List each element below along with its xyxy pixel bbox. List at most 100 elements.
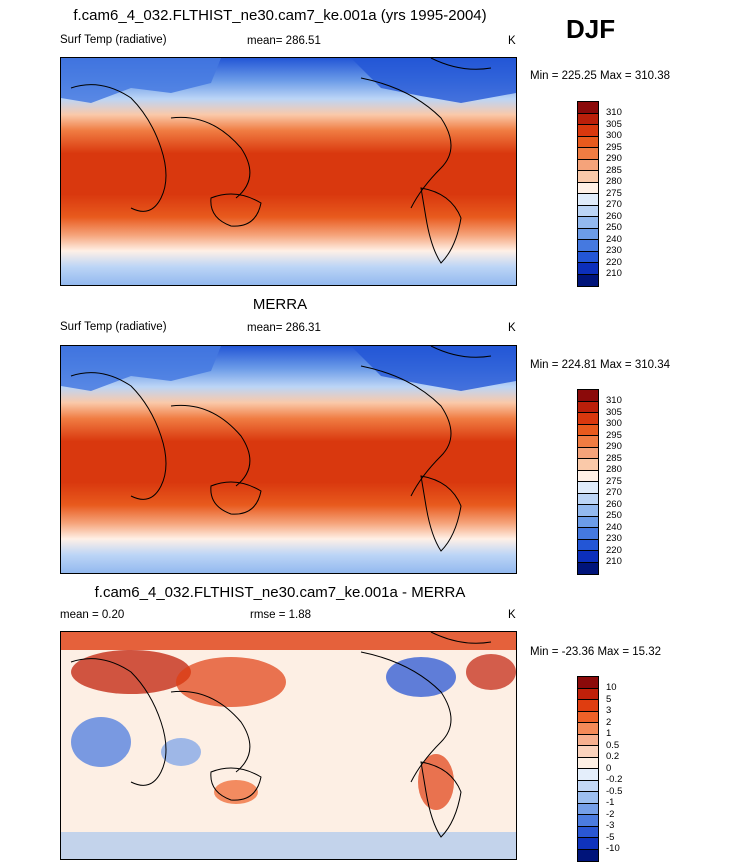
colorbar-tick-label: 230 <box>606 245 622 256</box>
colorbar-tick-label: 260 <box>606 210 622 222</box>
colorbar-swatch <box>578 125 598 137</box>
panel1-title: f.cam6_4_032.FLTHIST_ne30.cam7_ke.001a (… <box>73 7 487 24</box>
colorbar-tick-label: 295 <box>606 141 622 153</box>
colorbar-swatch <box>578 436 598 448</box>
colorbar-swatch <box>578 182 598 194</box>
colorbar-swatch <box>578 815 598 827</box>
colorbar-swatch <box>578 113 598 125</box>
colorbar-tick-label: 0 <box>606 762 612 774</box>
colorbar-swatch <box>578 413 598 425</box>
panel1-minmax: Min = 225.25 Max = 310.38 <box>530 70 671 82</box>
colorbar-swatch <box>578 539 598 551</box>
colorbar-swatch <box>578 838 598 850</box>
colorbar-tick-label: 250 <box>606 222 622 233</box>
colorbar-swatch <box>578 505 598 517</box>
colorbar-swatch <box>578 849 598 861</box>
colorbar-swatch <box>578 551 598 563</box>
colorbar-tick-label: 3 <box>606 705 612 716</box>
colorbar-swatch <box>578 792 598 804</box>
colorbar-swatch <box>578 757 598 769</box>
panel2-mean-label: mean= 286.31 <box>247 322 321 334</box>
panel1-variable-label: Surf Temp (radiative) <box>60 34 167 46</box>
colorbar-tick-label: 275 <box>606 187 622 199</box>
colorbar-tick-label: 280 <box>606 176 622 187</box>
colorbar-swatch <box>578 688 598 700</box>
panel2-colorbar <box>577 389 599 575</box>
panel1-map-field <box>61 58 516 285</box>
panel3-colorbar <box>577 676 599 862</box>
colorbar-swatch <box>578 769 598 781</box>
colorbar-tick-label: 300 <box>606 418 622 429</box>
colorbar-tick-label: 0.2 <box>606 751 620 762</box>
colorbar-swatch <box>578 562 598 574</box>
colorbar-swatch <box>578 136 598 148</box>
colorbar-swatch <box>578 401 598 413</box>
colorbar-swatch <box>578 700 598 712</box>
colorbar-tick-label: 305 <box>606 118 622 130</box>
panel1-colorbar <box>577 101 599 287</box>
colorbar-swatch <box>578 516 598 528</box>
colorbar-swatch <box>578 528 598 540</box>
panel3-rmse-label: rmse = 1.88 <box>250 609 312 621</box>
colorbar-swatch <box>578 228 598 240</box>
colorbar-tick-label: 285 <box>606 452 622 464</box>
colorbar-tick-label: -0.5 <box>606 785 623 797</box>
colorbar-swatch <box>578 459 598 471</box>
colorbar-swatch <box>578 677 598 689</box>
colorbar-tick-label: 275 <box>606 475 622 487</box>
panel1-mean-label: mean= 286.51 <box>247 35 321 47</box>
colorbar-tick-label: 280 <box>606 464 622 475</box>
panel3-units-label: K <box>508 609 516 621</box>
colorbar-tick-label: 290 <box>606 153 622 164</box>
colorbar-tick-label: -0.2 <box>606 774 623 785</box>
panel1-map <box>60 57 517 286</box>
colorbar-tick-label: 220 <box>606 256 622 268</box>
panel2-title: MERRA <box>252 296 308 313</box>
colorbar-swatch <box>578 493 598 505</box>
colorbar-swatch <box>578 102 598 114</box>
panel3-minmax: Min = -23.36 Max = 15.32 <box>530 646 662 658</box>
panel3-title: f.cam6_4_032.FLTHIST_ne30.cam7_ke.001a -… <box>94 584 466 601</box>
season-label: DJF <box>566 14 616 44</box>
colorbar-swatch <box>578 780 598 792</box>
colorbar-swatch <box>578 734 598 746</box>
panel2-units-label: K <box>508 322 516 334</box>
panel2-map <box>60 345 517 574</box>
colorbar-tick-label: 305 <box>606 406 622 418</box>
panel2-variable-label: Surf Temp (radiative) <box>60 321 167 333</box>
colorbar-swatch <box>578 723 598 735</box>
colorbar-tick-label: 10 <box>606 682 617 693</box>
colorbar-swatch <box>578 482 598 494</box>
panel3-mean-label: mean = 0.20 <box>60 609 125 621</box>
colorbar-swatch <box>578 171 598 183</box>
colorbar-tick-label: 270 <box>606 199 622 210</box>
colorbar-swatch <box>578 447 598 459</box>
panel3-map <box>60 631 517 860</box>
colorbar-swatch <box>578 390 598 402</box>
colorbar-tick-label: 270 <box>606 487 622 498</box>
colorbar-swatch <box>578 711 598 723</box>
panel2-minmax: Min = 224.81 Max = 310.34 <box>530 359 671 371</box>
colorbar-swatch <box>578 159 598 171</box>
colorbar-swatch <box>578 194 598 206</box>
colorbar-swatch <box>578 826 598 838</box>
colorbar-tick-label: 1 <box>606 728 612 739</box>
colorbar-tick-label: 300 <box>606 130 622 141</box>
colorbar-tick-label: 230 <box>606 533 622 544</box>
panel1-units-label: K <box>508 35 516 47</box>
colorbar-tick-label: -3 <box>606 820 615 831</box>
colorbar-tick-label: -5 <box>606 831 615 843</box>
colorbar-swatch <box>578 263 598 275</box>
colorbar-swatch <box>578 746 598 758</box>
colorbar-tick-label: -2 <box>606 808 615 820</box>
colorbar-tick-label: 2 <box>606 716 612 728</box>
colorbar-tick-label: 5 <box>606 693 612 705</box>
colorbar-tick-label: 220 <box>606 544 622 556</box>
colorbar-swatch <box>578 251 598 263</box>
colorbar-swatch <box>578 274 598 286</box>
colorbar-tick-label: -10 <box>606 843 620 854</box>
panel2-map-field <box>61 346 516 573</box>
colorbar-tick-label: 250 <box>606 510 622 521</box>
colorbar-swatch <box>578 424 598 436</box>
panel3-map-field <box>61 632 516 859</box>
